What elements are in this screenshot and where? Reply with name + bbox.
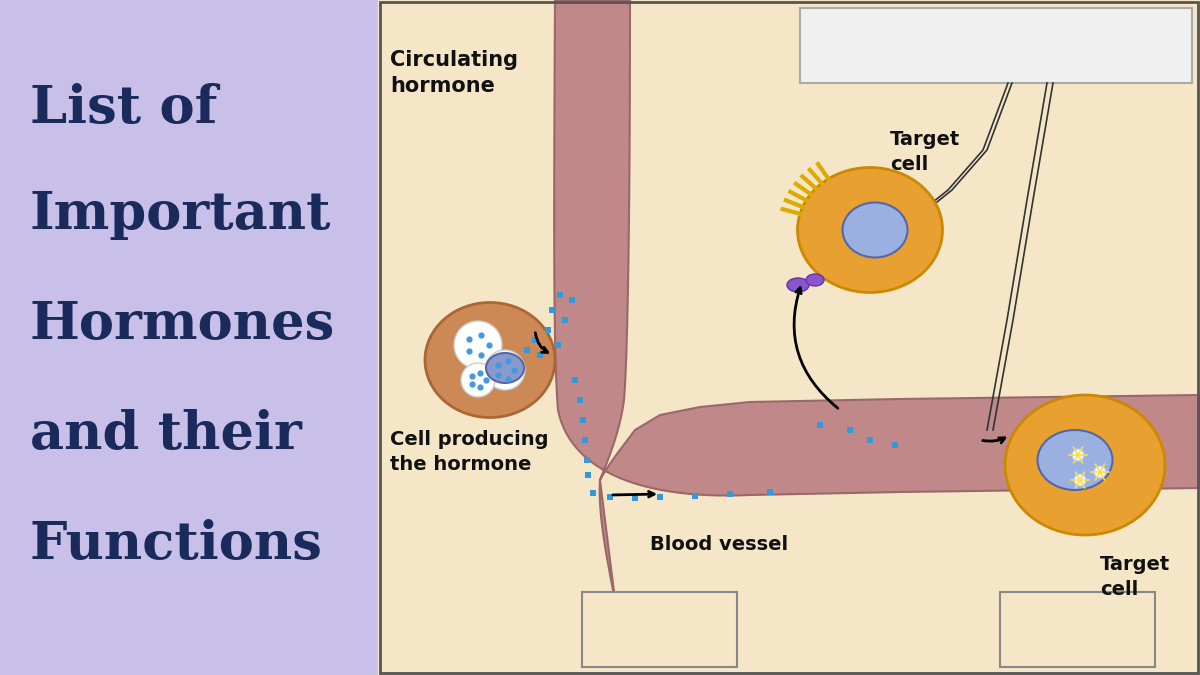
Ellipse shape bbox=[1006, 395, 1165, 535]
Text: Hormones: Hormones bbox=[30, 300, 335, 350]
Ellipse shape bbox=[486, 353, 524, 383]
Text: Target
cell: Target cell bbox=[1100, 555, 1170, 599]
Text: Cell producing
the hormone: Cell producing the hormone bbox=[390, 430, 548, 474]
Text: Blood vessel: Blood vessel bbox=[650, 535, 788, 554]
Ellipse shape bbox=[798, 167, 942, 292]
Circle shape bbox=[1074, 474, 1086, 486]
Text: Target
cell: Target cell bbox=[890, 130, 960, 174]
Bar bbox=[800, 8, 1192, 83]
Ellipse shape bbox=[425, 302, 554, 418]
Text: and their: and their bbox=[30, 410, 302, 460]
Circle shape bbox=[1094, 466, 1106, 478]
Circle shape bbox=[461, 363, 496, 397]
Polygon shape bbox=[554, 0, 1200, 600]
Text: Circulating
hormone: Circulating hormone bbox=[390, 50, 518, 97]
Text: List of: List of bbox=[30, 82, 217, 134]
Bar bbox=[582, 592, 737, 667]
Ellipse shape bbox=[787, 278, 809, 292]
Ellipse shape bbox=[806, 274, 824, 286]
Bar bbox=[0, 0, 378, 675]
Ellipse shape bbox=[1038, 430, 1112, 490]
Circle shape bbox=[1072, 449, 1084, 461]
Bar bbox=[380, 2, 1198, 673]
Circle shape bbox=[454, 321, 502, 369]
Text: Important: Important bbox=[30, 190, 331, 240]
Bar bbox=[378, 0, 1200, 675]
Circle shape bbox=[485, 350, 526, 390]
Ellipse shape bbox=[842, 202, 907, 257]
Bar bbox=[1000, 592, 1154, 667]
Text: Functions: Functions bbox=[30, 520, 323, 570]
